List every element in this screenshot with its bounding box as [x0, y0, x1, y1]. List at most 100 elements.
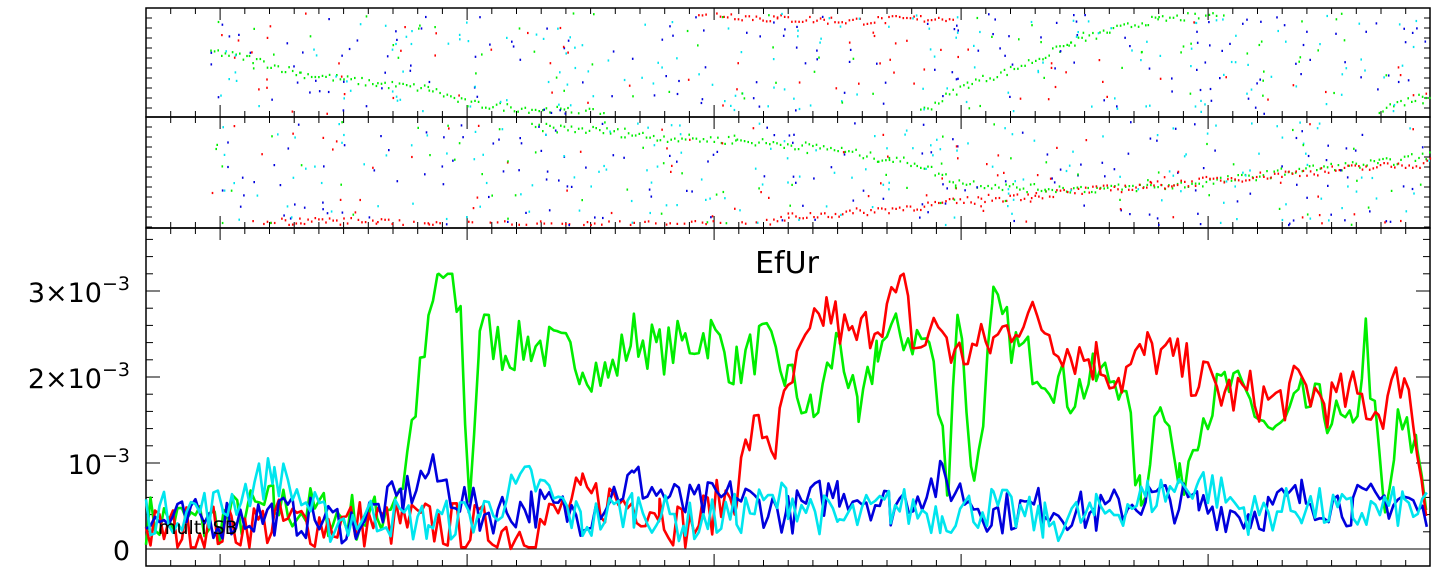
strip-point [765, 218, 768, 221]
strip-point [944, 223, 947, 227]
strip-point [955, 201, 958, 205]
strip-point [547, 80, 550, 84]
strip-point [1405, 210, 1408, 213]
strip-point [873, 34, 876, 38]
strip-point [1063, 188, 1065, 192]
strip-point [1277, 29, 1279, 33]
strip-point [923, 20, 926, 23]
strip-point [646, 169, 648, 172]
strip-point [1051, 188, 1054, 192]
strip-point [441, 165, 444, 168]
strip-point [475, 72, 477, 75]
strip-point [885, 159, 887, 162]
strip-point [768, 196, 770, 199]
strip-point [1200, 110, 1202, 113]
strip-point [767, 105, 769, 108]
strip-point [1325, 90, 1327, 94]
strip-point [972, 180, 975, 183]
strip-point [905, 129, 908, 132]
strip-point [467, 105, 469, 108]
strip-point [813, 216, 815, 219]
strip-point [913, 162, 916, 165]
strip-point [1234, 185, 1236, 188]
strip-point [326, 112, 328, 115]
strip-point [1106, 95, 1108, 98]
strip-point [336, 74, 338, 77]
strip-point [637, 122, 639, 125]
strip-point [1077, 31, 1079, 34]
strip-point [1298, 167, 1301, 170]
strip-point [1113, 168, 1116, 171]
strip-point [534, 125, 537, 129]
strip-point [798, 20, 800, 23]
strip-point [966, 196, 969, 199]
strip-point [354, 76, 356, 80]
strip-point [1205, 180, 1208, 184]
strip-point [368, 79, 370, 82]
strip-point [1396, 163, 1399, 166]
strip-point [888, 156, 891, 160]
strip-point [458, 94, 460, 97]
strip-point [1009, 194, 1011, 197]
strip-point [479, 16, 481, 19]
strip-point [1356, 179, 1358, 182]
strip-point [1119, 175, 1121, 178]
strip-point [419, 24, 421, 27]
strip-point [1259, 78, 1261, 81]
strip-point [882, 183, 885, 186]
strip-point [452, 159, 454, 162]
strip-point [435, 221, 438, 224]
strip-point [222, 126, 224, 129]
strip-point [1360, 58, 1362, 61]
strip-point [1412, 128, 1414, 131]
strip-point [425, 131, 428, 134]
strip-point [602, 216, 604, 220]
strip-point [1176, 14, 1178, 17]
strip-point [343, 133, 345, 137]
strip-point [418, 27, 420, 30]
strip-point [724, 142, 726, 145]
strip-point [585, 109, 587, 112]
strip-point [795, 215, 797, 218]
strip-point [1324, 170, 1326, 173]
chart-title: EfUr [755, 246, 819, 281]
strip-point [1400, 219, 1402, 223]
strip-point [741, 92, 743, 95]
strip-point [1091, 190, 1093, 194]
strip-point [1106, 184, 1108, 187]
strip-point [477, 124, 480, 127]
strip-point [834, 212, 837, 216]
strip-point [1128, 185, 1131, 188]
strip-point [965, 183, 968, 186]
strip-point [952, 181, 954, 184]
strip-point [874, 135, 876, 138]
strip-point [1333, 91, 1335, 95]
strip-point [1306, 196, 1308, 199]
strip-point [1009, 95, 1011, 98]
strip-point [1180, 190, 1182, 193]
strip-point [659, 139, 662, 142]
strip-point [474, 85, 476, 88]
strip-point [585, 166, 587, 169]
strip-point [1248, 179, 1251, 182]
strip-point [977, 49, 980, 52]
strip-point [1227, 178, 1229, 181]
strip-point [612, 154, 615, 157]
strip-point [790, 144, 793, 147]
strip-point [1005, 199, 1008, 202]
strip-point [1347, 185, 1349, 188]
strip-point [1045, 161, 1048, 164]
strip-point [416, 89, 419, 92]
strip-point [428, 89, 431, 92]
strip-point [217, 49, 219, 52]
strip-point [213, 50, 216, 53]
strip-point [819, 41, 821, 44]
strip-point [1151, 15, 1153, 18]
strip-point [804, 141, 807, 144]
strip-point [1062, 45, 1065, 48]
series-line-3 [145, 453, 1429, 545]
strip-point [592, 125, 594, 129]
strip-point [1397, 66, 1400, 69]
strip-point [563, 155, 565, 158]
strip-point [1025, 220, 1028, 223]
